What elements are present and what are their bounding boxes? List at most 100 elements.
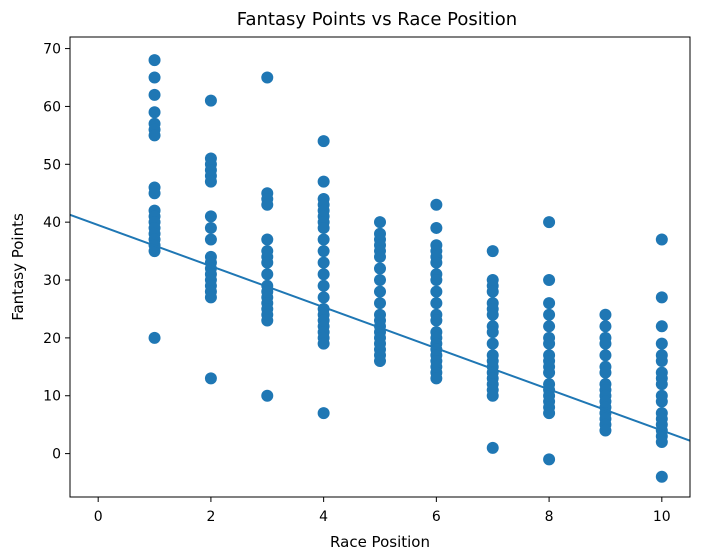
data-point	[486, 337, 499, 350]
x-tick-label: 2	[206, 509, 215, 525]
data-point	[655, 233, 668, 246]
data-point	[430, 198, 443, 211]
data-point	[655, 395, 668, 408]
data-point	[204, 221, 217, 234]
data-point	[148, 187, 161, 200]
data-point	[486, 285, 499, 298]
data-point	[655, 470, 668, 483]
points-layer	[148, 54, 668, 483]
data-point	[430, 256, 443, 269]
x-axis: 0 2 4 6 8 10	[94, 497, 671, 525]
x-tick-label: 8	[545, 509, 554, 525]
data-point	[655, 291, 668, 304]
data-point	[430, 314, 443, 327]
y-tick-label: 30	[43, 273, 61, 289]
data-point	[317, 245, 330, 258]
y-axis: 0 10 20 30 40 50 60 70	[43, 42, 70, 463]
data-point	[261, 389, 274, 402]
data-point	[374, 285, 386, 298]
data-point	[599, 424, 612, 437]
data-point	[317, 256, 330, 269]
data-point	[599, 308, 612, 321]
data-point	[317, 337, 330, 350]
y-tick-label: 50	[43, 157, 61, 173]
data-point	[204, 175, 217, 188]
data-point	[374, 297, 386, 310]
trend-line	[69, 213, 691, 442]
data-point	[317, 175, 330, 188]
y-tick-label: 70	[43, 42, 61, 58]
data-point	[148, 245, 161, 258]
data-point	[148, 88, 161, 101]
data-point	[430, 297, 443, 310]
x-tick-label: 6	[432, 509, 441, 525]
data-point	[204, 233, 217, 246]
data-point	[374, 216, 386, 229]
y-tick-label: 20	[43, 331, 61, 347]
data-point	[204, 94, 217, 107]
data-point	[148, 54, 161, 67]
data-point	[599, 320, 612, 333]
data-point	[599, 366, 612, 379]
data-point	[317, 221, 330, 234]
data-point	[148, 331, 161, 344]
data-point	[204, 372, 217, 385]
data-point	[261, 256, 274, 269]
data-point	[655, 337, 668, 350]
data-point	[655, 355, 668, 368]
data-point	[261, 314, 274, 327]
data-point	[543, 366, 556, 379]
data-point	[374, 250, 386, 263]
data-point	[655, 436, 668, 449]
data-point	[543, 337, 556, 350]
data-point	[543, 308, 556, 321]
data-point	[486, 308, 499, 321]
data-point	[543, 274, 556, 287]
data-point	[261, 198, 274, 211]
y-tick-label: 10	[43, 389, 61, 405]
x-axis-label: Race Position	[330, 533, 430, 551]
data-point	[486, 389, 499, 402]
data-point	[430, 285, 443, 298]
plot-frame	[69, 36, 691, 498]
x-tick-label: 4	[319, 509, 328, 525]
data-point	[148, 106, 161, 119]
data-point	[543, 216, 556, 229]
y-axis-label: Fantasy Points	[9, 213, 27, 321]
data-point	[317, 407, 330, 420]
y-tick-label: 60	[43, 99, 61, 115]
data-point	[599, 337, 612, 350]
data-point	[374, 274, 386, 287]
data-point	[317, 135, 330, 148]
data-point	[317, 279, 330, 292]
y-tick-label: 0	[52, 447, 61, 463]
data-point	[317, 291, 330, 304]
data-point	[655, 378, 668, 391]
data-point	[261, 71, 274, 84]
x-tick-label: 0	[94, 509, 103, 525]
data-point	[655, 320, 668, 333]
data-point	[317, 233, 330, 246]
data-point	[599, 349, 612, 362]
data-point	[261, 233, 274, 246]
data-point	[317, 268, 330, 281]
data-point	[148, 129, 161, 142]
data-point	[148, 71, 161, 84]
data-point	[486, 245, 499, 258]
data-point	[543, 407, 556, 420]
y-tick-label: 40	[43, 215, 61, 231]
data-point	[374, 262, 386, 275]
data-point	[430, 274, 443, 287]
x-tick-label: 10	[653, 509, 671, 525]
data-point	[374, 355, 386, 368]
data-point	[543, 320, 556, 333]
data-point	[261, 268, 274, 281]
data-point	[430, 221, 443, 234]
data-point	[543, 297, 556, 310]
data-point	[486, 441, 499, 454]
data-point	[486, 326, 499, 339]
chart-title: Fantasy Points vs Race Position	[237, 9, 517, 30]
data-point	[204, 210, 217, 223]
data-point	[430, 372, 443, 385]
